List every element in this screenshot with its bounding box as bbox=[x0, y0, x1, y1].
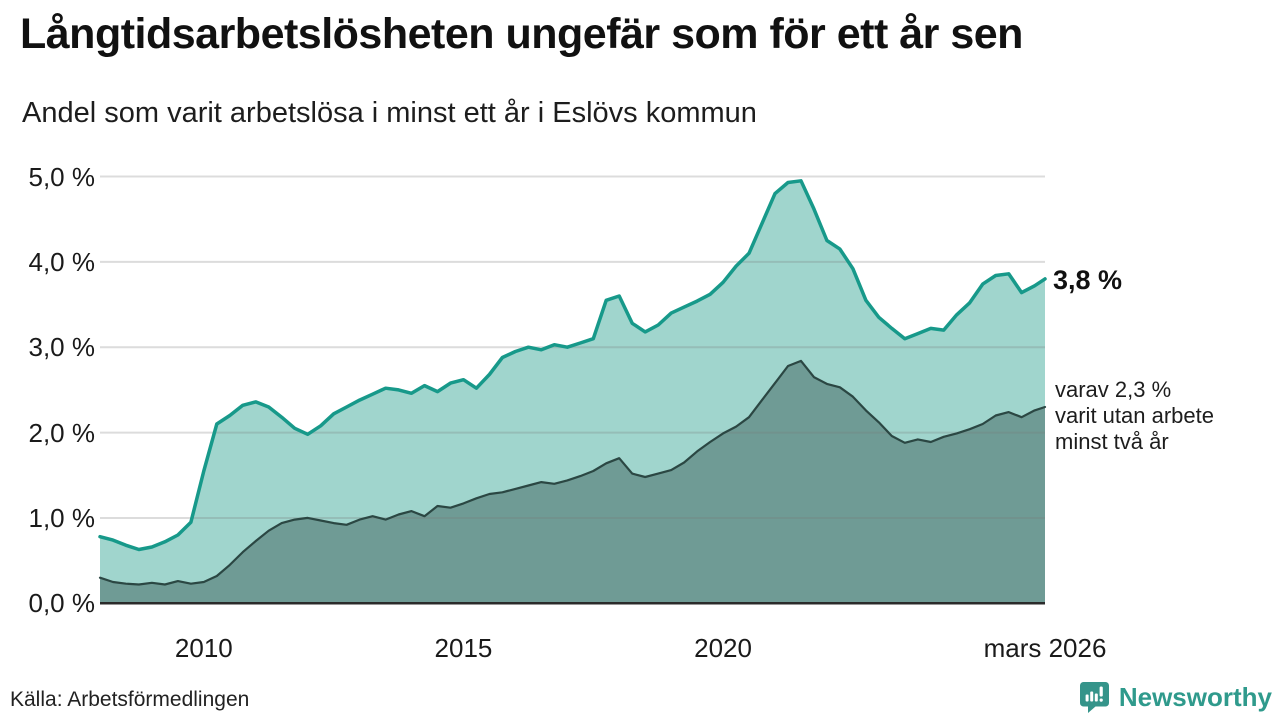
line-varav utan arbete minst två år bbox=[98, 359, 1047, 586]
y-tick-label: 4,0 % bbox=[28, 246, 96, 277]
y-tick-label: 5,0 % bbox=[28, 161, 96, 192]
y-tick-label: 1,0 % bbox=[28, 502, 96, 533]
newsworthy-icon bbox=[1079, 681, 1110, 714]
secondary-value-line2: varit utan arbete bbox=[1055, 403, 1214, 428]
x-tick-label: 2015 bbox=[434, 633, 493, 663]
line-Arbetslösa minst ett år bbox=[98, 179, 1047, 552]
secondary-value-line1: varav 2,3 % bbox=[1055, 377, 1172, 402]
x-tick-label: 2020 bbox=[694, 633, 752, 663]
secondary-value-line3: minst två år bbox=[1055, 429, 1169, 454]
y-tick-label: 0,0 % bbox=[28, 588, 96, 619]
latest-value-label: 3,8 % bbox=[1053, 265, 1123, 295]
source-note: Källa: Arbetsförmedlingen bbox=[10, 688, 250, 711]
chart-title: Långtidsarbetslösheten ungefär som för e… bbox=[20, 10, 1023, 58]
y-tick-label: 2,0 % bbox=[28, 417, 96, 448]
secondary-value-label: varav 2,3 % varit utan arbete minst två … bbox=[1055, 377, 1214, 455]
newsworthy-wordmark: Newsworthy bbox=[1118, 682, 1272, 712]
newsworthy-logo: Newsworthy bbox=[1079, 681, 1272, 714]
y-tick-label: 3,0 % bbox=[28, 332, 96, 363]
x-tick-label: 2010 bbox=[174, 633, 233, 663]
area-varav utan arbete minst två år bbox=[100, 360, 1045, 604]
x-tick-label: mars 2026 bbox=[983, 633, 1107, 663]
chart-subtitle: Andel som varit arbetslösa i minst ett å… bbox=[22, 97, 757, 129]
